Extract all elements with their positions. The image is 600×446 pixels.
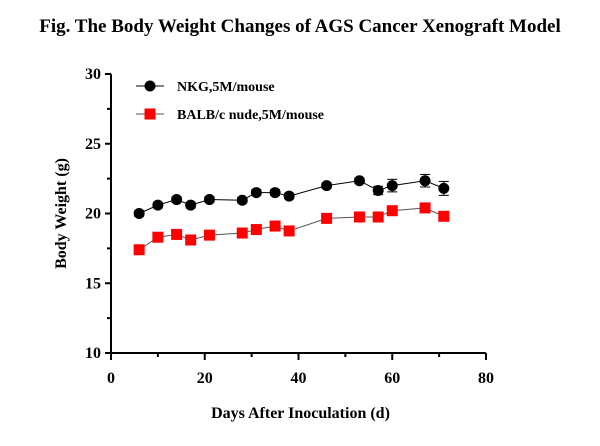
data-point	[171, 228, 183, 240]
data-point	[152, 199, 164, 211]
axes: 10 15 20 25 30 0 20 40 60 80	[85, 66, 494, 387]
x-tick-label: 40	[291, 370, 307, 387]
data-point	[321, 212, 333, 224]
y-tick-label: 10	[85, 345, 101, 362]
legend-item: NKG,5M/mouse	[136, 80, 275, 95]
data-point	[133, 244, 145, 256]
x-tick-label: 20	[197, 370, 213, 387]
data-point	[250, 187, 262, 199]
data-point	[386, 180, 398, 192]
legend-marker	[144, 80, 156, 92]
y-tick-label: 20	[85, 206, 101, 223]
series-balbc-nude	[133, 202, 450, 256]
x-axis-label: Days After Inoculation (d)	[211, 405, 390, 422]
x-tick-label: 0	[107, 370, 115, 387]
data-point	[386, 205, 398, 217]
data-point	[250, 224, 262, 236]
data-point	[438, 182, 450, 194]
data-point	[203, 194, 215, 206]
data-point	[236, 227, 248, 239]
data-point	[269, 220, 281, 232]
data-point	[419, 175, 431, 187]
y-tick-label: 15	[85, 275, 101, 292]
data-point	[283, 190, 295, 202]
series-layer	[133, 173, 450, 256]
legend-item: BALB/c nude,5M/mouse	[136, 108, 324, 123]
data-point	[353, 211, 365, 223]
data-point	[269, 187, 281, 199]
data-point	[152, 231, 164, 243]
chart-title: Fig. The Body Weight Changes of AGS Canc…	[39, 16, 561, 37]
legend-marker	[144, 108, 156, 120]
data-point	[133, 208, 145, 219]
data-point	[438, 210, 450, 222]
data-point	[171, 194, 183, 206]
legend: NKG,5M/mouse BALB/c nude,5M/mouse	[136, 80, 324, 123]
series-nkg	[133, 173, 450, 219]
x-tick-label: 80	[478, 370, 494, 387]
data-point	[185, 199, 197, 211]
data-point	[236, 194, 248, 206]
data-point	[419, 202, 431, 214]
legend-label: BALB/c nude,5M/mouse	[177, 108, 324, 123]
data-point	[372, 184, 384, 196]
y-axis-label: Body Weight (g)	[53, 158, 70, 269]
legend-label: NKG,5M/mouse	[177, 80, 275, 95]
y-tick-label: 25	[85, 136, 101, 153]
data-point	[185, 234, 197, 246]
data-point	[283, 225, 295, 237]
x-tick-label: 60	[384, 370, 400, 387]
y-tick-label: 30	[85, 66, 101, 83]
data-point	[353, 175, 365, 187]
data-point	[321, 180, 333, 192]
data-point	[372, 211, 384, 223]
data-point	[203, 229, 215, 241]
